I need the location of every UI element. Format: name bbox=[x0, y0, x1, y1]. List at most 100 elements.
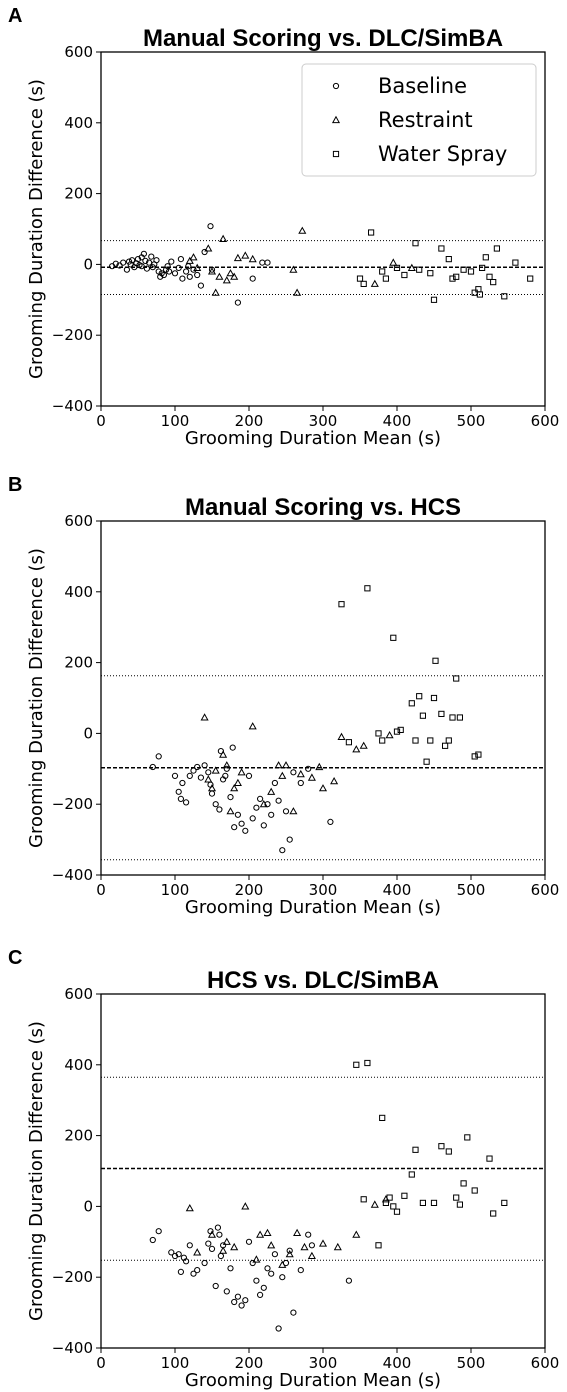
data-point bbox=[453, 273, 460, 280]
data-point bbox=[337, 732, 346, 740]
series-water-spray bbox=[338, 585, 482, 765]
data-point bbox=[315, 762, 324, 771]
data-point bbox=[116, 262, 123, 269]
data-point bbox=[190, 1270, 197, 1277]
data-point bbox=[445, 1148, 452, 1155]
data-point bbox=[142, 257, 149, 264]
plot-frame bbox=[100, 520, 546, 876]
data-point bbox=[464, 1134, 471, 1141]
data-point bbox=[219, 750, 228, 758]
data-point bbox=[219, 1246, 228, 1254]
data-point bbox=[379, 268, 386, 275]
data-point bbox=[112, 260, 119, 267]
data-point bbox=[189, 253, 198, 261]
data-point bbox=[171, 1252, 179, 1260]
data-point bbox=[230, 1242, 239, 1251]
data-point bbox=[285, 1249, 294, 1258]
data-point bbox=[289, 265, 298, 273]
series-restraint bbox=[200, 713, 394, 815]
data-point bbox=[109, 263, 116, 270]
data-point bbox=[133, 260, 140, 267]
data-point bbox=[197, 774, 204, 781]
data-point bbox=[248, 254, 257, 263]
data-point bbox=[185, 256, 194, 264]
legend-entry: Restraint bbox=[378, 108, 473, 132]
data-point bbox=[368, 229, 375, 236]
data-point bbox=[231, 824, 238, 831]
data-point bbox=[527, 275, 534, 282]
data-point bbox=[279, 1274, 286, 1281]
chart-panel-a: A Manual Scoring vs. DLC/SimBA 0 100 200 300 4… bbox=[8, 5, 559, 449]
data-point bbox=[157, 273, 164, 280]
x-axis-label: Grooming Duration Mean (s) bbox=[185, 428, 441, 449]
data-point bbox=[230, 784, 239, 792]
x-tick-label: 400 bbox=[383, 412, 412, 430]
data-point bbox=[476, 291, 483, 298]
data-point bbox=[201, 248, 208, 256]
data-point bbox=[222, 276, 231, 284]
series-baseline bbox=[149, 744, 334, 854]
x-tick-label: 100 bbox=[161, 412, 190, 430]
data-point bbox=[238, 1302, 245, 1309]
chart-title: Manual Scoring vs. HCS bbox=[185, 494, 461, 521]
data-point bbox=[248, 722, 257, 730]
data-point bbox=[146, 259, 153, 266]
data-point bbox=[177, 256, 184, 263]
data-point bbox=[183, 1258, 190, 1265]
data-point bbox=[278, 1260, 287, 1268]
data-point bbox=[153, 257, 160, 264]
data-point bbox=[390, 1203, 397, 1210]
data-point bbox=[194, 271, 201, 279]
data-point bbox=[257, 1291, 264, 1299]
data-point bbox=[490, 279, 497, 286]
data-point bbox=[296, 769, 305, 778]
data-point bbox=[482, 254, 489, 261]
data-point bbox=[493, 245, 500, 252]
data-point bbox=[185, 263, 192, 270]
data-point bbox=[275, 797, 282, 804]
data-point bbox=[267, 787, 276, 795]
data-point bbox=[175, 788, 182, 795]
data-point bbox=[175, 1251, 182, 1258]
y-tick-label: 600 bbox=[64, 43, 93, 61]
data-point bbox=[177, 795, 184, 803]
data-point bbox=[171, 270, 179, 277]
data-point bbox=[282, 808, 290, 815]
data-point bbox=[229, 744, 236, 751]
data-point bbox=[281, 761, 291, 769]
data-point bbox=[190, 767, 197, 774]
data-point bbox=[407, 263, 416, 271]
data-point bbox=[204, 775, 213, 783]
legend-entry: Water Spray bbox=[378, 142, 507, 166]
series-restraint bbox=[185, 226, 416, 296]
data-point bbox=[467, 268, 475, 275]
data-point bbox=[427, 737, 434, 744]
data-point bbox=[268, 811, 275, 818]
data-point bbox=[215, 272, 224, 280]
data-point bbox=[271, 779, 278, 787]
y-tick-label: 600 bbox=[64, 985, 93, 1003]
data-point bbox=[233, 253, 242, 262]
data-point bbox=[460, 1180, 467, 1187]
data-point bbox=[300, 1242, 309, 1251]
data-point bbox=[445, 737, 452, 744]
data-point bbox=[264, 259, 271, 266]
data-point bbox=[445, 256, 452, 263]
data-point bbox=[393, 264, 401, 271]
data-point bbox=[190, 266, 197, 273]
data-point bbox=[227, 1265, 234, 1272]
data-point bbox=[216, 806, 223, 813]
data-point bbox=[471, 753, 478, 760]
data-point bbox=[197, 282, 204, 289]
data-point bbox=[379, 737, 386, 744]
data-point bbox=[393, 728, 401, 735]
data-point bbox=[241, 1202, 250, 1210]
data-point bbox=[241, 251, 250, 259]
data-point bbox=[438, 710, 445, 717]
chart-panel-c: C HCS vs. DLC/SimBA 0 100 200 300 400 500 600 600… bbox=[8, 947, 559, 1391]
x-tick-label: 500 bbox=[457, 881, 486, 899]
data-point bbox=[249, 815, 256, 822]
data-point bbox=[290, 1309, 297, 1316]
data-point bbox=[163, 266, 170, 273]
